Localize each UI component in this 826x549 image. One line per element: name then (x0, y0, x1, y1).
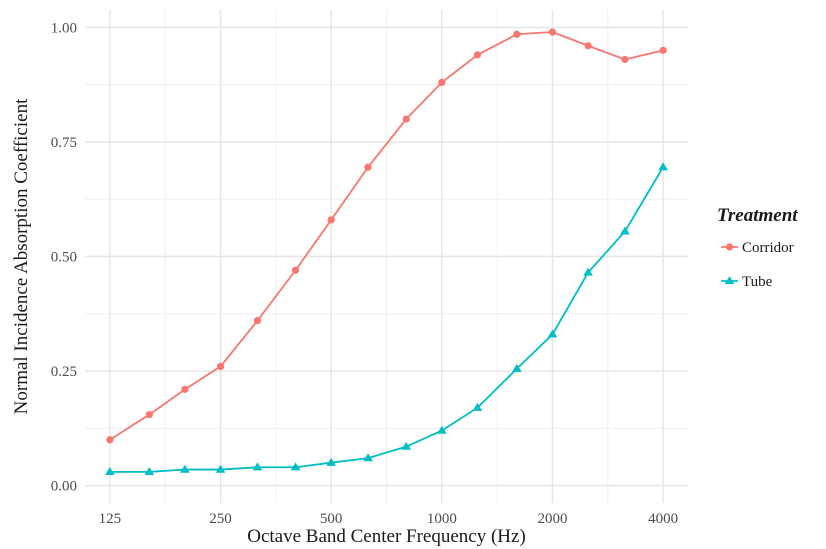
data-point-corridor (513, 30, 521, 38)
y-tick-label: 0.50 (51, 250, 77, 266)
data-point-corridor (584, 42, 592, 50)
data-point-corridor (402, 115, 410, 123)
data-point-corridor (659, 46, 667, 54)
y-tick-label: 0.25 (51, 364, 77, 380)
data-point-corridor (364, 163, 372, 171)
x-tick-label: 2000 (537, 511, 567, 527)
series-line-corridor (109, 31, 664, 441)
data-point-corridor (216, 362, 225, 371)
data-point-tube (436, 425, 447, 434)
legend-key-triangle (724, 276, 735, 285)
data-point-corridor (621, 55, 629, 64)
series-corridor (106, 28, 667, 444)
data-point-tube (547, 329, 558, 338)
x-tick-label: 4000 (648, 511, 678, 527)
data-point-corridor (473, 51, 482, 59)
data-point-tube (180, 464, 190, 473)
data-point-corridor (548, 28, 557, 36)
y-tick-label: 1.00 (51, 20, 77, 36)
data-point-tube (401, 441, 412, 450)
data-point-tube (290, 462, 301, 471)
data-point-corridor (291, 266, 300, 274)
x-tick-label: 125 (99, 511, 122, 527)
x-tick-label: 1000 (427, 511, 457, 527)
legend-key-circle (725, 243, 734, 251)
legend-item-tube: Tube (721, 274, 773, 290)
y-tick-label: 0.00 (51, 479, 77, 495)
x-axis-title: Octave Band Center Frequency (Hz) (247, 526, 526, 547)
data-point-corridor (438, 78, 446, 86)
legend-label: Tube (742, 274, 773, 290)
y-tick-label: 0.75 (51, 135, 77, 151)
legend-label: Corridor (742, 240, 794, 256)
grid-major (85, 10, 688, 503)
legend-item-corridor: Corridor (721, 240, 794, 256)
data-point-corridor (145, 410, 153, 419)
legend-title: Treatment (717, 205, 798, 226)
data-point-tube (363, 453, 373, 462)
data-point-corridor (253, 317, 262, 325)
data-point-corridor (327, 216, 335, 224)
legend: Treatment Corridor Tube (717, 205, 798, 290)
data-point-tube (512, 363, 522, 372)
x-tick-label: 250 (209, 511, 232, 527)
data-point-tube (472, 402, 483, 411)
series-layer (105, 28, 668, 475)
y-axis-ticks: 0.00 0.25 0.50 0.75 1.00 (51, 20, 77, 494)
x-axis-ticks: 125 250 500 1000 2000 4000 (99, 511, 678, 527)
x-tick-label: 500 (320, 511, 343, 527)
data-point-corridor (181, 385, 189, 393)
y-axis-title: Normal Incidence Absorption Coefficient (11, 98, 32, 414)
data-point-corridor (106, 436, 114, 444)
series-tube (105, 162, 668, 475)
data-point-tube (658, 162, 668, 171)
series-line-tube (109, 166, 664, 473)
data-point-tube (252, 462, 263, 471)
data-point-tube (326, 457, 337, 466)
data-point-tube (105, 467, 115, 475)
data-point-tube (215, 464, 226, 473)
data-point-tube (583, 267, 593, 276)
data-point-tube (620, 226, 630, 235)
data-point-tube (144, 467, 155, 475)
